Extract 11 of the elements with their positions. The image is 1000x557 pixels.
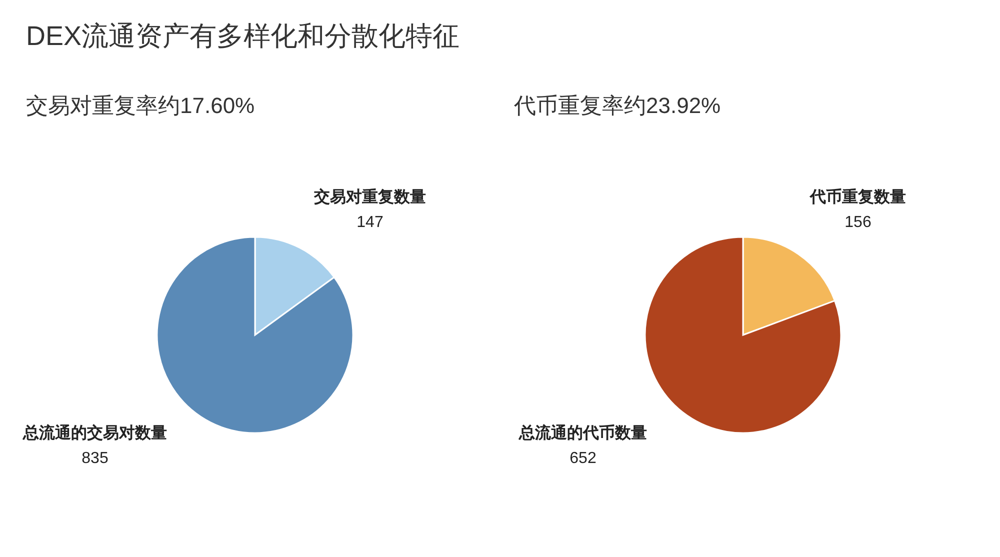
slice-label: 交易对重复数量 (313, 187, 426, 206)
slice-label: 代币重复数量 (809, 188, 906, 206)
chart-title: DEX流通资产有多样化和分散化特征 (26, 21, 460, 51)
data-label: 652 (570, 450, 596, 467)
data-label: 835 (82, 450, 108, 467)
chart-subtitle: 交易对重复率约17.60% (26, 93, 255, 118)
chart-subtitle: 代币重复率约23.92% (513, 93, 721, 118)
data-label: 156 (844, 214, 872, 231)
slice-label: 总流通的交易对数量 (22, 423, 167, 442)
slice-label: 总流通的代币数量 (518, 423, 647, 442)
data-label: 147 (356, 214, 384, 231)
